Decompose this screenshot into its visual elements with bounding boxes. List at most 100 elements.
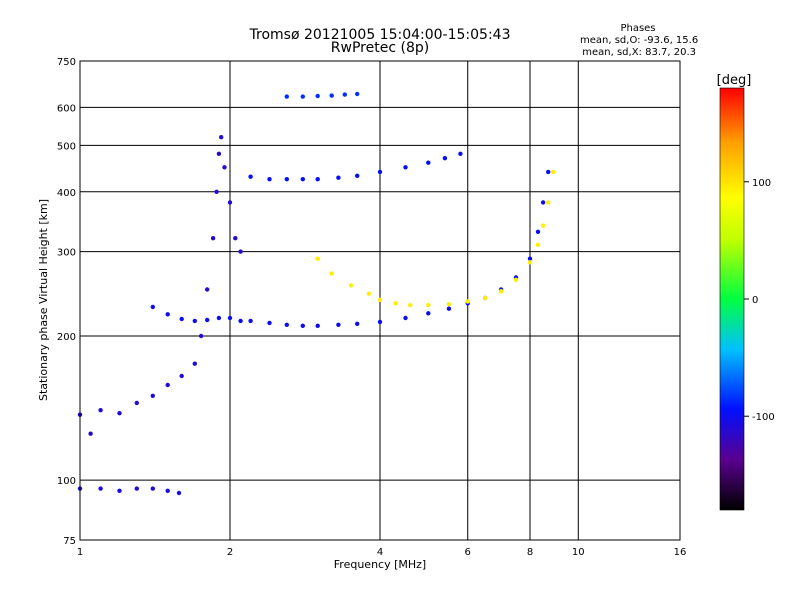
echo-point — [377, 297, 383, 302]
echo-point — [284, 322, 289, 327]
echo-point — [403, 315, 408, 321]
echo-point — [179, 316, 184, 322]
echo-point — [408, 302, 413, 308]
x-tick-label: 10 — [572, 547, 585, 558]
echo-point — [248, 318, 253, 324]
phase-stats: Phases mean, sd,O: -93.6, 15.6 mean, sd,… — [580, 23, 699, 59]
echo-point — [300, 323, 305, 328]
x-tick-label: 1 — [77, 547, 83, 558]
echo-point — [98, 486, 103, 491]
echo-point — [315, 177, 320, 182]
colorbar: [deg] 100 0 -100 — [717, 73, 775, 511]
echo-trace — [77, 135, 243, 436]
colorbar-label: [deg] — [717, 73, 752, 88]
echo-point — [426, 302, 431, 308]
echo-point — [540, 200, 546, 205]
echo-point — [165, 382, 170, 388]
echo-point — [300, 94, 305, 99]
echo-point — [342, 92, 347, 97]
echo-point — [527, 256, 533, 261]
echo-point — [377, 319, 383, 325]
echo-point — [233, 236, 238, 241]
echo-point — [216, 315, 222, 321]
echo-point — [498, 289, 504, 294]
echo-point — [546, 169, 551, 175]
echo-point — [150, 486, 155, 491]
echo-point — [546, 200, 551, 205]
echo-point — [216, 151, 222, 156]
echo-point — [535, 229, 541, 234]
echo-point — [165, 312, 170, 317]
y-tick-label: 300 — [57, 248, 76, 259]
echo-point — [205, 317, 210, 323]
echo-point — [210, 236, 216, 241]
echo-point — [446, 302, 452, 307]
x-tick-label: 2 — [227, 547, 233, 558]
echo-point — [248, 174, 253, 179]
echo-point — [214, 189, 219, 194]
x-tick-label: 16 — [674, 547, 687, 558]
echo-point — [219, 135, 224, 140]
echo-trace — [150, 169, 551, 328]
echo-point — [446, 306, 452, 311]
echo-point — [238, 318, 243, 324]
phase-stats-o-mode: mean, sd,O: -93.6, 15.6 — [580, 35, 699, 46]
echo-point — [134, 400, 139, 406]
echo-point — [315, 93, 320, 99]
echo-point — [192, 318, 197, 324]
phase-stats-x-mode: mean, sd,X: 83.7, 20.3 — [582, 47, 696, 58]
y-axis-label: Stationary phase Virtual Height [km] — [37, 199, 50, 401]
echo-point — [329, 271, 334, 276]
echo-point — [393, 301, 398, 306]
echo-point — [88, 431, 93, 436]
colorbar-tick-label: 0 — [752, 295, 758, 306]
echo-point — [117, 411, 122, 416]
echo-point — [192, 361, 197, 366]
x-tick-label: 6 — [465, 547, 471, 558]
echo-point — [315, 256, 320, 261]
echo-trace — [248, 151, 463, 182]
echo-point — [426, 311, 431, 316]
echo-point — [267, 177, 272, 182]
y-tick-label: 750 — [57, 57, 76, 68]
echo-point — [227, 200, 233, 205]
y-tick-label: 200 — [57, 332, 76, 343]
echo-point — [222, 165, 227, 170]
echo-point — [329, 93, 334, 98]
y-tick-label: 600 — [57, 103, 76, 114]
echo-point — [300, 177, 305, 182]
echo-point — [513, 277, 519, 282]
chart-title: Tromsø 20121005 15:04:00-15:05:43 — [249, 27, 511, 43]
echo-point — [348, 283, 354, 288]
echo-point — [366, 291, 372, 296]
echo-point — [336, 175, 341, 180]
colorbar-tick-label: -100 — [752, 412, 775, 423]
echo-point — [336, 322, 341, 327]
echo-point — [284, 177, 289, 182]
echo-point — [205, 287, 210, 292]
phase-stats-heading: Phases — [620, 23, 656, 34]
echo-point — [527, 260, 533, 265]
chart-subtitle: RwPretec (8p) — [330, 40, 430, 56]
echo-point — [134, 486, 139, 491]
x-tick-label: 4 — [377, 547, 383, 558]
echo-point — [355, 321, 360, 326]
echo-point — [117, 488, 122, 493]
echo-point — [284, 94, 289, 99]
echo-trace — [315, 169, 556, 308]
echo-point — [238, 249, 243, 254]
echo-point — [267, 320, 272, 326]
echo-point — [165, 488, 170, 493]
echo-point — [355, 173, 360, 178]
echo-trace — [284, 91, 360, 99]
echo-point — [98, 408, 103, 413]
echo-point — [442, 156, 448, 161]
echo-point — [179, 373, 184, 379]
echo-point — [315, 323, 320, 328]
plot-frame — [79, 60, 681, 541]
echo-point — [535, 242, 541, 247]
echo-point — [377, 169, 383, 175]
echo-point — [176, 490, 182, 496]
colorbar-gradient — [720, 88, 744, 510]
